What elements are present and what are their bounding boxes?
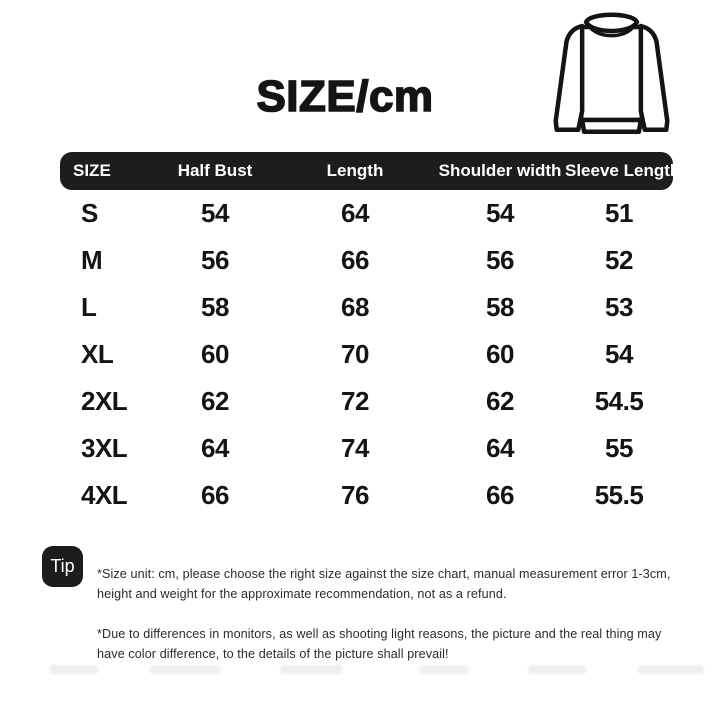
size-label: L [81,292,97,322]
length-value: 72 [341,386,369,416]
cutoff-text-remnant [528,665,586,674]
table-row-4xl: 4XL 66 76 66 55.5 [60,472,673,519]
cutoff-text-remnant [638,665,704,674]
table-row-xl: XL 60 70 60 54 [60,331,673,378]
length-value: 70 [341,339,369,369]
shoulder-width-value: 62 [486,386,514,416]
cutoff-text-remnant [150,665,220,674]
length-value: 76 [341,480,369,510]
cutoff-next-section [0,663,713,677]
half-bust-value: 60 [201,339,229,369]
sleeve-length-value: 55.5 [594,480,644,510]
table-row-3xl: 3XL 64 74 64 55 [60,425,673,472]
size-label: 2XL [81,386,128,416]
size-label: S [81,198,98,228]
shoulder-width-value: 66 [486,480,514,510]
column-header-shoulder-width: Shoulder width [438,161,562,180]
shoulder-width-value: 58 [486,292,514,322]
sleeve-length-value: 53 [605,292,633,322]
column-header-half-bust: Half Bust [177,161,253,180]
table-row-2xl: 2XL 62 72 62 54.5 [60,378,673,425]
half-bust-value: 66 [201,480,229,510]
tip-badge: Tip [42,546,83,587]
sleeve-length-value: 54.5 [594,386,644,416]
shoulder-width-value: 60 [486,339,514,369]
sleeve-length-value: 52 [605,245,633,275]
table-row-m: M 56 66 56 52 [60,237,673,284]
shoulder-width-value: 64 [486,433,514,463]
column-header-sleeve-length: Sleeve Length [565,161,681,180]
tip-notes: *Size unit: cm, please choose the right … [97,544,670,684]
sleeve-length-value: 51 [605,198,633,228]
half-bust-value: 54 [201,198,229,228]
size-label: 4XL [81,480,128,510]
column-header-size: SIZE [73,161,111,180]
tip-note-color-difference: *Due to differences in monitors, as well… [97,627,662,661]
table-row-l: L 58 68 58 53 [60,284,673,331]
half-bust-value: 56 [201,245,229,275]
cutoff-text-remnant [420,665,468,674]
half-bust-value: 62 [201,386,229,416]
shoulder-width-value: 56 [486,245,514,275]
column-header-length: Length [326,161,384,180]
table-row-s: S 54 64 54 51 [60,190,673,237]
cutoff-text-remnant [280,665,342,674]
size-label: XL [81,339,114,369]
length-value: 74 [341,433,369,463]
tip-note-size-unit: *Size unit: cm, please choose the right … [97,567,671,601]
shoulder-width-value: 54 [486,198,514,228]
size-label: M [81,245,103,275]
half-bust-value: 64 [201,433,229,463]
sleeve-length-value: 54 [605,339,633,369]
length-value: 68 [341,292,369,322]
tip-section: Tip *Size unit: cm, please choose the ri… [42,544,672,684]
size-chart-table: SIZE Half Bust Length Shoulder width Sle… [60,152,680,519]
half-bust-value: 58 [201,292,229,322]
sleeve-length-value: 55 [605,433,633,463]
length-value: 64 [341,198,369,228]
cutoff-text-remnant [50,665,98,674]
size-label: 3XL [81,433,128,463]
size-chart-header-row: SIZE Half Bust Length Shoulder width Sle… [60,152,680,190]
length-value: 66 [341,245,369,275]
sweater-icon [553,12,670,134]
page-title: SIZE/cm [256,71,434,122]
